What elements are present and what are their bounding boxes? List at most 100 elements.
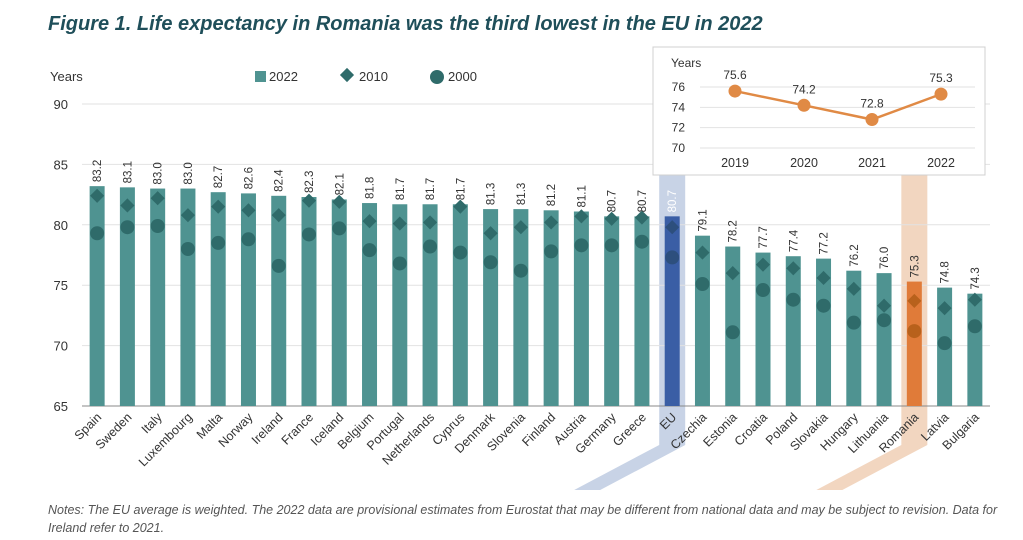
marker-2000-italy — [150, 219, 165, 234]
marker-2010-romania — [907, 293, 922, 308]
figure-title: Figure 1. Life expectancy in Romania was… — [48, 13, 763, 35]
marker-2010-france — [301, 193, 317, 208]
x-label-norway: Norway — [216, 410, 256, 450]
y-axis-label: Years — [50, 69, 83, 84]
legend-circle-2000 — [430, 70, 444, 84]
inset-label-2020: 74.2 — [792, 82, 816, 96]
marker-2000-croatia — [756, 283, 770, 298]
legend: 2022 2010 2000 — [255, 67, 477, 84]
bar-portugal — [392, 204, 408, 406]
marker-2000-austria — [574, 238, 589, 253]
marker-2000-eu — [665, 250, 680, 265]
bar-luxembourg — [180, 188, 196, 406]
markers-2000 — [90, 219, 982, 351]
marker-2000-greece — [634, 234, 649, 249]
marker-2000-ireland — [271, 258, 286, 273]
bar-slovenia — [513, 209, 529, 406]
marker-2000-czechia — [695, 276, 710, 291]
bar-eu — [664, 216, 680, 406]
bar-greece — [634, 216, 650, 406]
bars-2022 — [89, 186, 983, 406]
y-tick-80: 80 — [54, 218, 68, 233]
marker-2000-poland — [786, 292, 801, 307]
bar-norway — [240, 193, 256, 406]
inset-point-2020 — [797, 98, 811, 112]
bar-austria — [573, 211, 589, 406]
bar-label-iceland: 82.1 — [334, 173, 346, 195]
x-label-ireland: Ireland — [249, 410, 286, 447]
inset-x-tick-2020: 2020 — [790, 156, 818, 170]
marker-2000-portugal — [392, 256, 407, 271]
bar-label-denmark: 81.3 — [486, 183, 498, 205]
bar-lithuania — [876, 273, 892, 406]
marker-2010-slovenia — [513, 220, 528, 235]
marker-2010-eu — [665, 220, 680, 235]
bar-germany — [604, 216, 620, 406]
bar-label-malta: 82.7 — [213, 166, 225, 188]
bar-value-labels: 83.2 83.1 83.0 83.0 82.7 82.6 82.4 82.3 82.1 81.8… — [92, 160, 982, 290]
marker-2010-bulgaria — [967, 292, 982, 307]
marker-2010-hungary — [846, 281, 861, 296]
bar-label-france: 82.3 — [304, 171, 316, 193]
bar-bulgaria — [967, 293, 983, 406]
marker-2000-netherlands — [423, 239, 438, 254]
bar-italy — [150, 188, 166, 406]
inset-point-2019 — [728, 84, 742, 98]
bar-slovakia — [816, 258, 832, 406]
bar-label-germany: 80.7 — [607, 190, 619, 212]
bar-france — [301, 197, 317, 406]
y-tick-90: 90 — [54, 97, 68, 112]
inset-y-label: Years — [671, 56, 701, 70]
bar-label-croatia: 77.7 — [758, 226, 770, 248]
bar-label-czechia: 79.1 — [697, 209, 709, 231]
marker-2000-malta — [211, 235, 226, 250]
marker-2010-ireland — [271, 208, 286, 223]
x-label-italy: Italy — [139, 410, 166, 437]
bar-netherlands — [422, 204, 438, 406]
marker-2000-iceland — [332, 221, 347, 236]
marker-2010-denmark — [483, 226, 498, 241]
marker-2010-iceland — [332, 194, 347, 209]
bar-ireland — [271, 195, 287, 406]
y-tick-75: 75 — [54, 278, 68, 293]
marker-2010-belgium — [362, 214, 377, 229]
bar-cyprus — [452, 204, 468, 406]
inset-line-romania — [734, 89, 942, 121]
bar-label-ireland: 82.4 — [274, 169, 286, 192]
inset-y-tick-76: 76 — [672, 80, 686, 94]
marker-2010-italy — [150, 191, 165, 206]
marker-2010-greece — [634, 210, 650, 225]
marker-2010-cyprus — [453, 199, 468, 214]
inset-x-tick-2022: 2022 — [927, 156, 955, 170]
marker-2000-belgium — [362, 243, 377, 258]
marker-2000-france — [302, 227, 316, 242]
marker-2000-finland — [544, 244, 559, 259]
marker-2010-lithuania — [876, 298, 892, 313]
inset-point-2022 — [934, 87, 948, 101]
marker-2000-slovakia — [816, 298, 831, 313]
y-axis: Years 65 70 75 80 85 90 — [50, 69, 83, 414]
x-label-finland: Finland — [519, 410, 558, 449]
y-tick-65: 65 — [54, 399, 68, 414]
bar-label-slovenia: 81.3 — [516, 183, 528, 205]
marker-2000-sweden — [120, 220, 135, 235]
marker-2000-cyprus — [453, 245, 468, 260]
marker-2010-poland — [786, 261, 801, 276]
marker-2000-bulgaria — [967, 319, 982, 334]
marker-2000-hungary — [846, 315, 861, 330]
marker-2000-lithuania — [877, 313, 892, 328]
inset-y-tick-74: 74 — [672, 100, 686, 114]
marker-2000-estonia — [725, 325, 740, 340]
marker-2010-czechia — [695, 245, 710, 260]
marker-2010-germany — [604, 211, 619, 226]
romania-highlight-band — [816, 175, 928, 490]
bar-label-italy: 83.0 — [153, 162, 165, 184]
bar-label-poland: 77.4 — [788, 229, 800, 252]
inset-x-tick-2021: 2021 — [858, 156, 886, 170]
marker-2000-spain — [90, 226, 105, 241]
bar-label-sweden: 83.1 — [122, 161, 134, 183]
bar-label-norway: 82.6 — [243, 167, 255, 189]
marker-2010-croatia — [755, 257, 771, 272]
